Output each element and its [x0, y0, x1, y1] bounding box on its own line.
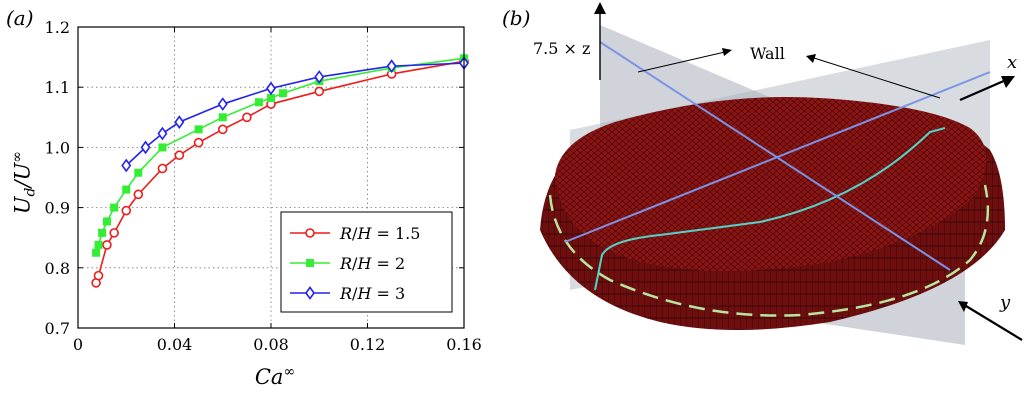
- data-point: [217, 124, 228, 135]
- data-point: [134, 168, 143, 177]
- data-point: [174, 115, 185, 129]
- data-point: [279, 89, 288, 98]
- wall-arrow-left-line: [637, 51, 726, 73]
- x-arrow-head: [1001, 76, 1015, 88]
- z-arrow-head: [594, 2, 606, 14]
- x-direction-label: x: [1007, 52, 1018, 73]
- panel-a: 0 0.04 0.08 0.12 0.16 0.7 0.8 0.9 1.0 1.1 1.2 R/H …: [0, 0, 500, 396]
- legend-label: R/H = 3: [339, 284, 405, 303]
- data-point: [92, 248, 101, 257]
- data-point: [314, 70, 325, 84]
- legend: R/H = 1.5 R/H = 2 R/H = 3: [280, 211, 453, 313]
- series-line: [95, 57, 465, 253]
- data-point: [194, 125, 203, 134]
- legend-entries: R/H = 1.5 R/H = 2 R/H = 3: [290, 224, 420, 303]
- data-point: [121, 205, 132, 216]
- y-arrow-head: [958, 301, 968, 312]
- x-tick-label: 0.12: [350, 335, 386, 354]
- contact-line: [594, 127, 946, 291]
- panel-a-label: (a): [6, 6, 34, 30]
- data-point: [94, 240, 103, 249]
- data-point: [386, 59, 397, 73]
- y-direction-label: y: [1000, 292, 1011, 313]
- data-point: [217, 97, 228, 111]
- y-axis-label-text: Ud/U∞: [9, 151, 39, 215]
- data-point: [98, 228, 107, 237]
- data-point: [93, 270, 104, 281]
- y-tick-label: 0.8: [45, 259, 70, 278]
- y-arrow-line: [965, 305, 1023, 341]
- wall-arrow-left-head: [722, 48, 732, 56]
- data-point: [242, 112, 252, 123]
- data-point: [218, 113, 227, 122]
- data-point: [122, 185, 131, 194]
- data-point: [193, 137, 204, 148]
- x-tick-label: 0: [73, 335, 83, 354]
- y-tick-label: 0.7: [45, 319, 70, 338]
- x-axis-label: Ca∞: [230, 364, 320, 389]
- data-point: [174, 150, 185, 161]
- y-tick-label: 1.1: [45, 78, 70, 97]
- data-point: [110, 203, 119, 212]
- legend-label: R/H = 1.5: [339, 224, 420, 243]
- drop-illustration: [540, 2, 1023, 345]
- data-point: [157, 126, 168, 141]
- data-point: [157, 163, 168, 174]
- panel-b-label: (b): [502, 6, 531, 30]
- tick-layer: 0 0.04 0.08 0.12 0.16 0.7 0.8 0.9 1.0 1.1 1.2: [45, 18, 482, 354]
- data-point: [314, 86, 325, 97]
- wall-arrow-right-head: [806, 54, 816, 63]
- legend-marker: [305, 286, 315, 300]
- y-tick-label: 0.9: [45, 199, 70, 218]
- data-point: [140, 140, 151, 155]
- x-arrow-line: [959, 78, 1007, 102]
- data-point: [266, 81, 276, 96]
- panel-b: (b) 7.5 × z Wall x y: [500, 0, 1025, 396]
- wall-label: Wall: [750, 44, 785, 63]
- dashed-contour: [548, 184, 990, 317]
- data-point: [102, 240, 112, 250]
- x-tick-label: 0.08: [253, 335, 289, 354]
- plane-line-2: [564, 71, 991, 243]
- x-tick-label: 0.04: [157, 335, 193, 354]
- y-axis-label: Ud/U∞: [9, 147, 38, 219]
- data-point: [121, 158, 132, 173]
- wall-arrow-right-line: [813, 57, 941, 99]
- data-point: [109, 228, 119, 238]
- legend-marker: [306, 259, 314, 267]
- x-tick-label: 0.16: [446, 335, 482, 354]
- data-point: [158, 143, 167, 152]
- y-tick-label: 1.0: [45, 138, 70, 157]
- plane-line-1: [599, 41, 951, 271]
- data-point: [133, 189, 144, 200]
- x-axis-label-text: Ca∞: [254, 364, 296, 389]
- chart: 0 0.04 0.08 0.12 0.16 0.7 0.8 0.9 1.0 1.1 1.2 R/H …: [45, 18, 482, 354]
- drop-top: [555, 97, 987, 271]
- data-point: [267, 94, 275, 103]
- scale-label: 7.5 × z: [533, 39, 591, 58]
- y-tick-label: 1.2: [45, 18, 70, 37]
- data-point: [102, 217, 111, 226]
- legend-label: R/H = 2: [339, 254, 405, 273]
- data-point: [254, 98, 263, 107]
- legend-marker: [305, 228, 315, 238]
- series-line: [125, 62, 465, 167]
